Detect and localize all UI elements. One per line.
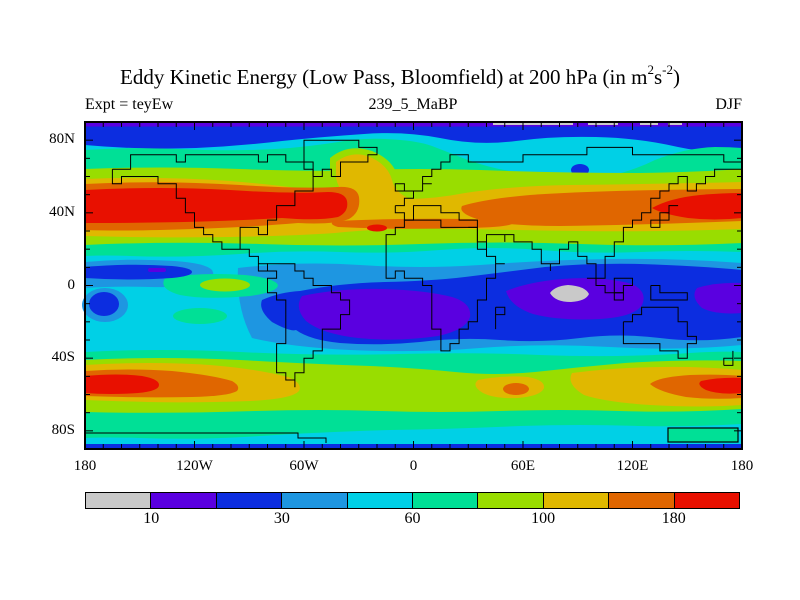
colorbar-swatch — [347, 493, 414, 508]
colorbar-swatch — [609, 493, 675, 508]
coastline-path — [650, 285, 688, 301]
x-axis-tick-label: 60W — [289, 458, 319, 474]
coastline-path — [111, 154, 314, 272]
colorbar-swatch — [413, 493, 479, 508]
colorbar-level-label: 10 — [143, 510, 160, 527]
colorbar — [85, 492, 740, 509]
y-axis-tick-label: 0 — [67, 276, 76, 293]
y-axis-tick-label: 40S — [51, 349, 75, 365]
colorbar-swatch — [151, 493, 217, 508]
contour-field — [82, 122, 742, 449]
coastline-path — [303, 139, 378, 177]
x-axis-tick-label: 180 — [730, 458, 754, 474]
y-axis-tick-label: 80S — [51, 422, 75, 438]
run-label: 239_5_MaBP — [368, 96, 458, 113]
axis-ticks — [86, 123, 741, 448]
coastlines — [111, 139, 742, 388]
season-label: DJF — [715, 96, 742, 113]
coastline-path — [385, 219, 505, 352]
coastline-path — [586, 277, 624, 301]
y-axis-tick-label: 40N — [49, 204, 75, 220]
coastline-path — [394, 168, 742, 279]
coastline-path — [395, 146, 742, 207]
coastline-path — [723, 350, 734, 366]
antarctica-coast — [85, 432, 327, 443]
coastline-path — [267, 263, 351, 388]
colorbar-level-label: 180 — [661, 510, 686, 527]
colorbar-swatch — [282, 493, 348, 508]
colorbar-swatch — [674, 493, 740, 508]
colorbar-level-label: 100 — [531, 510, 556, 527]
coastline-path — [394, 183, 414, 192]
x-axis-tick-label: 60E — [510, 458, 536, 474]
experiment-label: Expt = teyEw — [85, 96, 174, 113]
coastline-path — [622, 306, 697, 359]
x-axis-tick-label: 120E — [616, 458, 649, 474]
map-frame — [84, 121, 743, 450]
x-axis-tick-label: 180 — [73, 458, 97, 474]
page-title: Eddy Kinetic Energy (Low Pass, Bloomfiel… — [120, 62, 680, 89]
colorbar-swatch — [478, 493, 544, 508]
colorbar-swatch — [216, 493, 283, 508]
colorbar-swatch — [543, 493, 610, 508]
y-axis-tick-label: 80N — [49, 131, 75, 147]
coastline-path — [495, 306, 506, 330]
x-axis-tick-label: 0 — [409, 458, 418, 474]
colorbar-level-label: 60 — [404, 510, 421, 527]
coastline-path — [650, 205, 679, 228]
colorbar-level-label: 30 — [273, 510, 290, 527]
coastline-path — [613, 277, 633, 294]
x-axis-tick-label: 120W — [176, 458, 213, 474]
colorbar-swatch — [86, 493, 152, 508]
